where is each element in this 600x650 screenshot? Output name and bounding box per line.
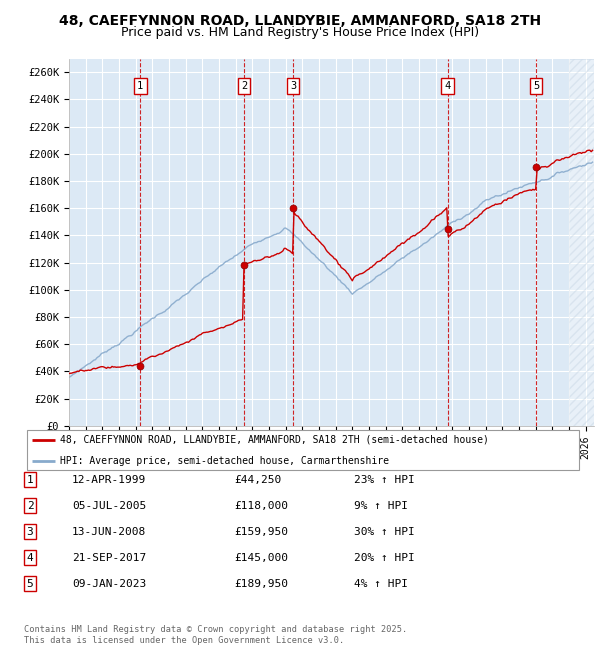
Text: Price paid vs. HM Land Registry's House Price Index (HPI): Price paid vs. HM Land Registry's House … xyxy=(121,26,479,39)
Text: 3: 3 xyxy=(290,81,296,91)
Text: 48, CAEFFYNNON ROAD, LLANDYBIE, AMMANFORD, SA18 2TH: 48, CAEFFYNNON ROAD, LLANDYBIE, AMMANFOR… xyxy=(59,14,541,29)
Text: £118,000: £118,000 xyxy=(234,500,288,511)
Text: 5: 5 xyxy=(533,81,539,91)
Text: £159,950: £159,950 xyxy=(234,526,288,537)
Text: 4: 4 xyxy=(445,81,451,91)
Text: 05-JUL-2005: 05-JUL-2005 xyxy=(72,500,146,511)
Text: £189,950: £189,950 xyxy=(234,578,288,589)
Text: 13-JUN-2008: 13-JUN-2008 xyxy=(72,526,146,537)
Text: 21-SEP-2017: 21-SEP-2017 xyxy=(72,552,146,563)
Text: 23% ↑ HPI: 23% ↑ HPI xyxy=(354,474,415,485)
Text: 09-JAN-2023: 09-JAN-2023 xyxy=(72,578,146,589)
Text: 5: 5 xyxy=(26,578,34,589)
Text: 2: 2 xyxy=(26,500,34,511)
Text: £145,000: £145,000 xyxy=(234,552,288,563)
Text: 4% ↑ HPI: 4% ↑ HPI xyxy=(354,578,408,589)
Text: 30% ↑ HPI: 30% ↑ HPI xyxy=(354,526,415,537)
Text: 20% ↑ HPI: 20% ↑ HPI xyxy=(354,552,415,563)
Text: 12-APR-1999: 12-APR-1999 xyxy=(72,474,146,485)
Text: 4: 4 xyxy=(26,552,34,563)
Text: 1: 1 xyxy=(137,81,143,91)
Text: 3: 3 xyxy=(26,526,34,537)
FancyBboxPatch shape xyxy=(27,430,579,470)
Text: £44,250: £44,250 xyxy=(234,474,281,485)
Text: 1: 1 xyxy=(26,474,34,485)
Text: 2: 2 xyxy=(241,81,247,91)
Text: 48, CAEFFYNNON ROAD, LLANDYBIE, AMMANFORD, SA18 2TH (semi-detached house): 48, CAEFFYNNON ROAD, LLANDYBIE, AMMANFOR… xyxy=(60,435,489,445)
Text: Contains HM Land Registry data © Crown copyright and database right 2025.
This d: Contains HM Land Registry data © Crown c… xyxy=(24,625,407,645)
Text: 9% ↑ HPI: 9% ↑ HPI xyxy=(354,500,408,511)
Text: HPI: Average price, semi-detached house, Carmarthenshire: HPI: Average price, semi-detached house,… xyxy=(60,456,389,465)
